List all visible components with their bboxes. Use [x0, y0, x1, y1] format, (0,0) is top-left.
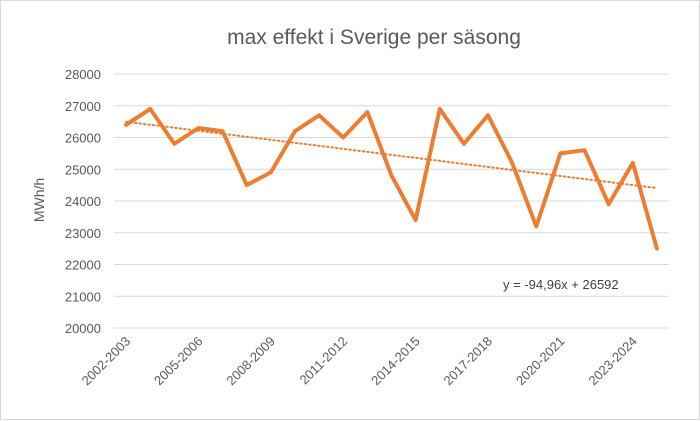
series-layer	[124, 106, 659, 251]
y-axis-ticks: 20000 21000 22000 23000 24000 25000 26000 27000…	[65, 67, 101, 336]
x-tick-label: 2002-2003	[79, 334, 134, 389]
y-tick-label: 23000	[65, 226, 101, 241]
y-tick-label: 25000	[65, 162, 101, 177]
data-point	[559, 152, 561, 154]
data-point	[463, 143, 465, 145]
y-tick-label: 27000	[65, 99, 101, 114]
data-point	[222, 130, 224, 132]
x-tick-label: 2014-2015	[368, 334, 423, 389]
y-tick-label: 24000	[65, 194, 101, 209]
y-tick-label: 22000	[65, 258, 101, 273]
data-point	[632, 162, 634, 164]
trendline-line	[125, 120, 658, 190]
data-point	[584, 149, 586, 151]
data-point	[608, 203, 610, 205]
x-tick-label: 2005-2006	[151, 334, 206, 389]
data-point	[246, 184, 248, 186]
data-point	[439, 108, 441, 110]
x-tick-label: 2008-2009	[223, 334, 278, 389]
x-tick-label: 2017-2018	[441, 334, 496, 389]
data-point	[511, 162, 513, 164]
data-point	[197, 127, 199, 129]
data-point	[270, 171, 272, 173]
data-point	[294, 130, 296, 132]
data-point	[415, 219, 417, 221]
gridlines	[114, 73, 669, 297]
data-point	[342, 137, 344, 138]
y-tick-label: 28000	[65, 67, 101, 82]
x-tick-label: 2023-2024	[585, 334, 640, 389]
trendline-equation: y = -94,96x + 26592	[503, 277, 619, 292]
data-point	[535, 225, 537, 227]
trendline	[125, 120, 658, 190]
data-point	[391, 175, 392, 177]
data-point	[125, 124, 127, 126]
data-point	[318, 114, 320, 116]
data-point	[487, 114, 489, 116]
y-tick-label: 20000	[65, 321, 101, 336]
y-tick-label: 21000	[65, 289, 101, 304]
x-axis-ticks: 2002-2003 2005-2006 2008-2009 2011-2012 2014…	[79, 334, 640, 389]
y-tick-label: 26000	[65, 131, 101, 146]
x-tick-label: 2020-2021	[513, 334, 568, 389]
y-axis-title: MWh/h	[31, 178, 47, 222]
data-point	[366, 111, 368, 113]
x-tick-label: 2011-2012	[296, 334, 350, 388]
data-point	[656, 248, 658, 250]
data-point	[149, 108, 151, 110]
chart-title: max effekt i Sverige per säsong	[227, 26, 521, 49]
data-point	[173, 143, 175, 145]
